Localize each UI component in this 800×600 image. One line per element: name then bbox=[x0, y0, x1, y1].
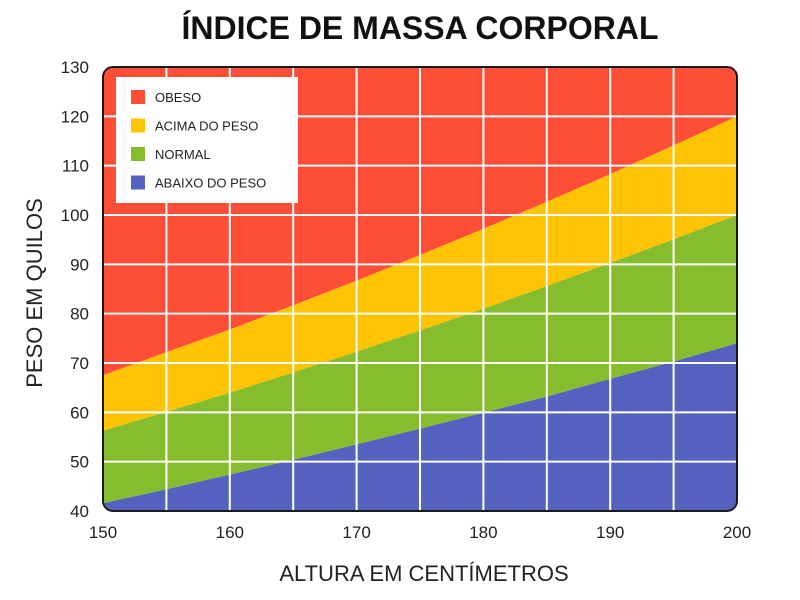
y-tick-label: 90 bbox=[70, 255, 89, 274]
legend-box bbox=[116, 77, 298, 203]
plot-frame bbox=[102, 66, 738, 512]
legend: OBESO ACIMA DO PESO NORMAL ABAIXO DO PESO bbox=[116, 77, 298, 203]
legend-swatch-normal bbox=[131, 147, 145, 161]
legend-swatch-abaixo-do-peso bbox=[131, 175, 145, 190]
y-tick-label: 70 bbox=[70, 354, 89, 373]
legend-label-abaixo-do-peso: ABAIXO DO PESO bbox=[155, 176, 266, 191]
legend-swatch-obeso bbox=[131, 90, 145, 104]
y-tick-labels: 40 50 60 70 80 90 100 110 120 130 bbox=[61, 58, 89, 521]
x-tick-label: 180 bbox=[469, 523, 497, 542]
legend-label-normal: NORMAL bbox=[155, 147, 211, 162]
x-tick-label: 150 bbox=[89, 523, 117, 542]
x-tick-label: 170 bbox=[342, 523, 370, 542]
y-tick-label: 50 bbox=[70, 453, 89, 472]
legend-swatch-acima-do-peso bbox=[131, 118, 145, 133]
y-tick-label: 110 bbox=[62, 157, 89, 176]
x-tick-label: 200 bbox=[723, 523, 751, 542]
y-tick-label: 40 bbox=[70, 502, 89, 521]
x-tick-label: 160 bbox=[216, 523, 244, 542]
x-tick-labels: 150 160 170 180 190 200 bbox=[89, 523, 751, 542]
x-tick-label: 190 bbox=[596, 523, 624, 542]
chart-title: ÍNDICE DE MASSA CORPORAL bbox=[181, 10, 658, 46]
legend-label-obeso: OBESO bbox=[155, 90, 201, 105]
x-axis-label: ALTURA EM CENTÍMETROS bbox=[279, 561, 568, 586]
y-tick-label: 130 bbox=[61, 58, 89, 77]
y-tick-label: 100 bbox=[61, 206, 89, 225]
y-tick-label: 80 bbox=[70, 305, 89, 324]
legend-label-acima-do-peso: ACIMA DO PESO bbox=[155, 119, 258, 134]
y-tick-label: 120 bbox=[61, 107, 89, 126]
y-axis-label: PESO EM QUILOS bbox=[22, 198, 47, 388]
band-abaixo-do-peso bbox=[103, 343, 737, 511]
y-tick-label: 60 bbox=[70, 403, 89, 422]
